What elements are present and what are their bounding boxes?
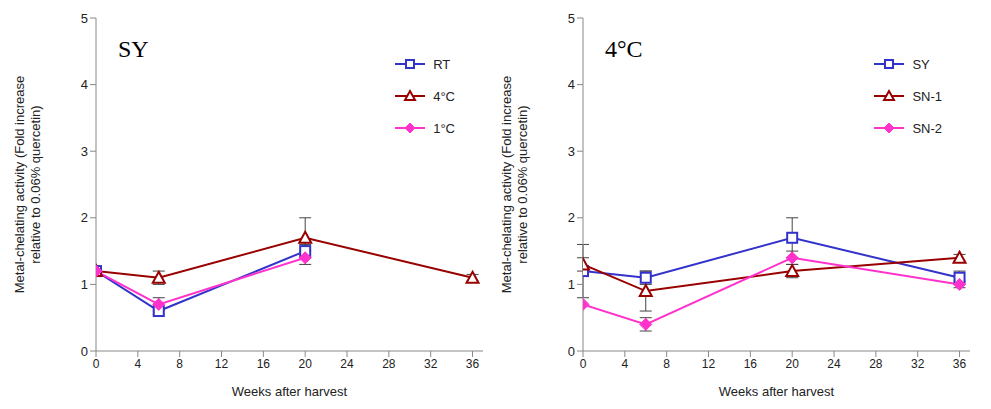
html-text:SY: SY [912, 56, 930, 72]
svg-text:28: 28 [382, 357, 396, 371]
svg-text:5: 5 [81, 11, 88, 26]
svg-text:Metal-chelating activity (Fold: Metal-chelating activity (Fold increaser… [12, 76, 43, 293]
svg-text:1: 1 [568, 277, 575, 292]
svg-text:Weeks after harvest: Weeks after harvest [719, 384, 835, 399]
html-text:4°C: 4°C [433, 88, 455, 104]
svg-text:8: 8 [663, 357, 670, 371]
svg-text:3: 3 [568, 144, 575, 159]
svg-text:4: 4 [81, 77, 88, 92]
svg-text:3: 3 [81, 144, 88, 159]
html-text:SN-1: SN-1 [912, 88, 942, 104]
svg-text:1: 1 [81, 277, 88, 292]
svg-text:2: 2 [81, 210, 88, 225]
svg-text:Metal-chelating activity (Fold: Metal-chelating activity (Fold increaser… [499, 76, 530, 293]
svg-text:36: 36 [953, 357, 967, 371]
svg-text:20: 20 [786, 357, 800, 371]
svg-text:0: 0 [580, 357, 587, 371]
svg-text:24: 24 [827, 357, 841, 371]
html-text:SY: SY [118, 36, 149, 62]
svg-text:28: 28 [869, 357, 883, 371]
svg-text:0: 0 [81, 344, 88, 359]
svg-text:32: 32 [911, 357, 925, 371]
svg-text:32: 32 [424, 357, 438, 371]
svg-text:4: 4 [134, 357, 141, 371]
svg-text:2: 2 [568, 210, 575, 225]
svg-text:16: 16 [257, 357, 271, 371]
svg-text:0: 0 [93, 357, 100, 371]
html-text:4°C: 4°C [605, 36, 643, 62]
svg-text:16: 16 [744, 357, 758, 371]
html-text:RT: RT [433, 56, 451, 72]
svg-text:Weeks after harvest: Weeks after harvest [232, 384, 348, 399]
svg-text:0: 0 [568, 344, 575, 359]
svg-text:24: 24 [340, 357, 354, 371]
svg-text:12: 12 [702, 357, 716, 371]
html-text:1°C: 1°C [433, 120, 455, 136]
svg-text:4: 4 [621, 357, 628, 371]
svg-text:8: 8 [176, 357, 183, 371]
svg-text:36: 36 [466, 357, 480, 371]
svg-text:5: 5 [568, 11, 575, 26]
svg-text:4: 4 [568, 77, 575, 92]
svg-text:20: 20 [299, 357, 313, 371]
html-text:SN-2: SN-2 [912, 120, 942, 136]
svg-text:12: 12 [215, 357, 229, 371]
